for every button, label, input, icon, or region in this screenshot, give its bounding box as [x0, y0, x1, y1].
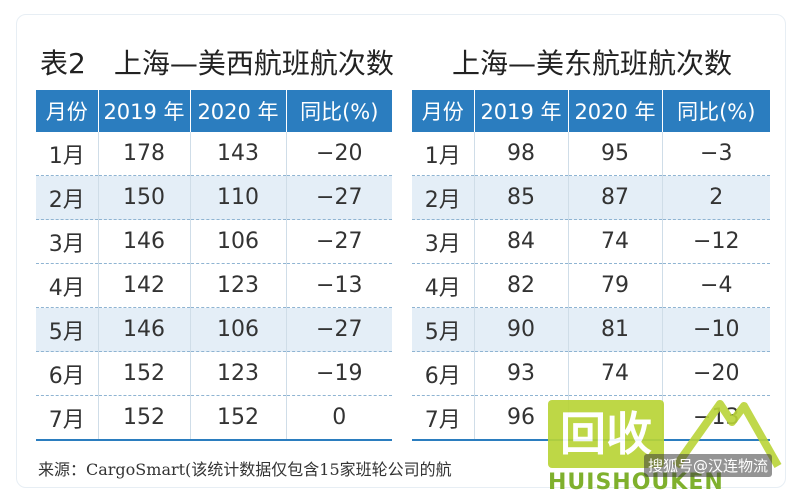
yoy-cell: −20	[662, 351, 770, 396]
yoy-cell: −27	[286, 219, 392, 264]
source-note: 来源：CargoSmart(该统计数据仅包含15家班轮公司的航	[38, 460, 452, 479]
month-cell: 6月	[36, 351, 99, 396]
table-header-row: 月份 2019 年 2020 年 同比(%)	[36, 90, 392, 132]
value-2020-cell: 123	[190, 351, 287, 396]
month-cell: 4月	[36, 263, 99, 308]
value-2020-cell: 74	[568, 219, 663, 264]
header-cell: 2020 年	[568, 90, 663, 132]
value-2020-cell: 95	[568, 132, 663, 176]
value-2020-cell: 74	[568, 351, 663, 396]
left-table: 月份 2019 年 2020 年 同比(%) 1月 178 143 −20 2月…	[36, 90, 392, 441]
watermark: 回收 HUISHOUKEN 搜狐号@汉连物流	[548, 392, 798, 496]
month-cell: 7月	[36, 395, 99, 441]
yoy-cell: −4	[662, 263, 770, 308]
table-row: 6月 93 74 −20	[412, 351, 770, 396]
table-row: 3月 146 106 −27	[36, 219, 392, 264]
table-row: 1月 178 143 −20	[36, 132, 392, 176]
yoy-cell: −3	[662, 132, 770, 176]
value-2019-cell: 150	[98, 175, 191, 220]
month-cell: 6月	[412, 351, 475, 396]
table-row: 3月 84 74 −12	[412, 219, 770, 264]
table-row: 5月 146 106 −27	[36, 307, 392, 352]
header-cell: 2019 年	[98, 90, 191, 132]
header-cell: 同比(%)	[662, 90, 770, 132]
yoy-cell: −10	[662, 307, 770, 352]
value-2020-cell: 110	[190, 175, 287, 220]
month-cell: 7月	[412, 395, 475, 441]
header-cell: 同比(%)	[286, 90, 392, 132]
value-2020-cell: 106	[190, 219, 287, 264]
value-2019-cell: 90	[474, 307, 569, 352]
value-2019-cell: 152	[98, 351, 191, 396]
value-2020-cell: 123	[190, 263, 287, 308]
month-cell: 1月	[36, 132, 99, 176]
month-cell: 1月	[412, 132, 475, 176]
yoy-cell: −27	[286, 175, 392, 220]
watermark-handle: 搜狐号@汉连物流	[644, 454, 773, 477]
value-2019-cell: 82	[474, 263, 569, 308]
table-row: 2月 85 87 2	[412, 175, 770, 220]
month-cell: 5月	[36, 307, 99, 352]
right-table: 月份 2019 年 2020 年 同比(%) 1月 98 95 −3 2月 85…	[412, 90, 770, 441]
value-2019-cell: 98	[474, 132, 569, 176]
month-cell: 2月	[36, 175, 99, 220]
table-row: 1月 98 95 −3	[412, 132, 770, 176]
month-cell: 2月	[412, 175, 475, 220]
month-cell: 5月	[412, 307, 475, 352]
value-2019-cell: 142	[98, 263, 191, 308]
yoy-cell: −27	[286, 307, 392, 352]
value-2019-cell: 84	[474, 219, 569, 264]
value-2019-cell: 93	[474, 351, 569, 396]
yoy-cell: −12	[662, 219, 770, 264]
table-row: 6月 152 123 −19	[36, 351, 392, 396]
value-2019-cell: 85	[474, 175, 569, 220]
yoy-cell: −19	[286, 351, 392, 396]
value-2019-cell: 146	[98, 219, 191, 264]
header-cell: 月份	[36, 90, 99, 132]
yoy-cell: 2	[662, 175, 770, 220]
right-table-title: 上海—美东航班航次数	[452, 47, 733, 80]
table-header-row: 月份 2019 年 2020 年 同比(%)	[412, 90, 770, 132]
value-2020-cell: 87	[568, 175, 663, 220]
value-2020-cell: 79	[568, 263, 663, 308]
month-cell: 4月	[412, 263, 475, 308]
value-2020-cell: 81	[568, 307, 663, 352]
table-row: 2月 150 110 −27	[36, 175, 392, 220]
left-table-title: 表2 上海—美西航班航次数	[40, 47, 394, 80]
value-2020-cell: 143	[190, 132, 287, 176]
mountain-icon	[672, 400, 782, 469]
header-cell: 2020 年	[190, 90, 287, 132]
yoy-cell: −13	[286, 263, 392, 308]
table-row: 7月 152 152 0	[36, 395, 392, 441]
value-2020-cell: 106	[190, 307, 287, 352]
header-cell: 月份	[412, 90, 475, 132]
month-cell: 3月	[36, 219, 99, 264]
value-2019-cell: 152	[98, 395, 191, 441]
value-2019-cell: 178	[98, 132, 191, 176]
header-cell: 2019 年	[474, 90, 569, 132]
value-2020-cell: 152	[190, 395, 287, 441]
table-row: 5月 90 81 −10	[412, 307, 770, 352]
table-row: 4月 82 79 −4	[412, 263, 770, 308]
yoy-cell: 0	[286, 395, 392, 441]
value-2019-cell: 146	[98, 307, 191, 352]
table-row: 4月 142 123 −13	[36, 263, 392, 308]
month-cell: 3月	[412, 219, 475, 264]
yoy-cell: −20	[286, 132, 392, 176]
